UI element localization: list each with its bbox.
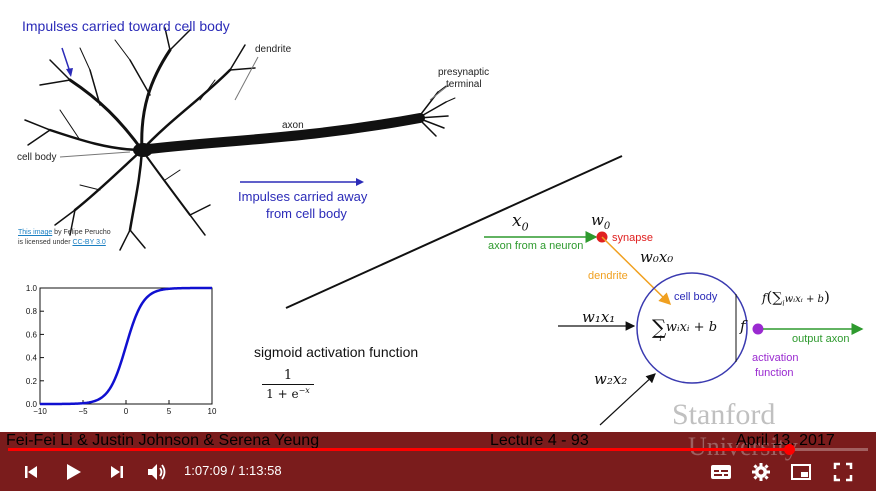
label-cell-body-model: cell body [674,291,718,303]
product-w0x0: w₀x₀ [640,248,674,266]
slide-footer [0,432,876,491]
skip-previous-icon [25,466,37,478]
label-presynaptic: presynaptic [438,67,490,78]
caption-away-1: Impulses carried away [238,189,368,204]
miniplayer-icon [791,464,811,480]
label-dendrite-model: dendrite [588,270,628,282]
diagonal-separator [285,155,623,309]
play-button[interactable] [60,459,86,485]
footer-lecture: Lecture 4 - 93 [490,432,589,449]
time-display: 1:07:09 / 1:13:58 [184,463,282,478]
y-tick-label: 0.0 [26,400,38,409]
activation-dot [752,323,764,335]
watermark-stanford: Stanford [672,398,776,431]
credit-license-text: is licensed under [18,239,73,246]
cell-body-circle [636,272,748,384]
miniplayer-button[interactable] [788,459,814,485]
skip-previous-button[interactable] [18,459,44,485]
y-tick-label: 0.6 [26,330,38,339]
sigmoid-denominator: 1 + e−x [262,384,314,401]
scrubber-handle[interactable] [783,444,795,455]
label-terminal: terminal [446,79,482,90]
label-activation: activation [752,352,799,364]
duration: 1:13:58 [238,463,282,478]
activation-f: f [740,317,746,335]
image-credit: This image by Felipe Perucho is licensed… [18,228,111,248]
slide: Impulses carried toward cell body dendri… [17,18,864,426]
label-output-axon: output axon [792,333,850,345]
x-tick-label: 10 [208,407,217,416]
caption-toward-cell-body: Impulses carried toward cell body [22,18,230,34]
y-tick-label: 0.4 [26,354,38,363]
neuron-illustration [24,27,456,251]
play-icon [67,464,81,480]
label-cell-body: cell body [17,152,57,163]
sigmoid-title: sigmoid activation function [254,344,419,360]
fullscreen-icon [833,462,853,482]
y-tick-label: 1.0 [26,284,38,293]
progress-fill [8,448,789,451]
label-function: function [755,367,794,379]
x-tick-label: 0 [124,407,129,416]
x-tick-label: −10 [33,407,47,416]
progress-bar[interactable] [8,444,868,455]
footer-date: April 13, 2017 [736,432,835,449]
label-axon-from-neuron: axon from a neuron [488,240,584,252]
caption-away-2: from cell body [266,206,347,221]
settings-button[interactable] [748,459,774,485]
input-w2x2: w₂x₂ [594,370,628,388]
sigmoid-curve [40,286,212,406]
label-synapse: synapse [612,232,653,244]
volume-icon [148,464,166,480]
captions-button[interactable] [708,459,734,485]
sigmoid-exponent: −x [298,386,310,395]
sum-expression: ∑iwᵢxᵢ + b [652,315,718,343]
weight-w0: w0 [591,211,611,232]
captions-icon [711,465,731,479]
label-dendrite: dendrite [255,44,292,55]
output-expression: f(∑iwᵢxᵢ + b) [762,288,830,308]
sigmoid-chart: −10 −5 0 5 10 0.0 0.2 0.4 0.6 0.8 1.0 [26,284,217,416]
input-w1x1: w₁x₁ [582,308,616,326]
x-tick-label: −5 [78,407,88,416]
credit-license-link[interactable]: CC-BY 3.0 [72,239,106,246]
fullscreen-button[interactable] [830,459,856,485]
credit-image-link[interactable]: This image [18,229,53,236]
skip-next-icon [111,466,123,478]
credit-author: by Felipe Perucho [52,229,111,236]
y-tick-label: 0.2 [26,377,38,386]
sigmoid-numerator: 1 [283,368,293,383]
sigmoid-formula: 1 1 + e−x [262,368,314,401]
label-axon: axon [282,120,304,131]
watermark-university: University [688,432,798,461]
volume-button[interactable] [144,459,170,485]
current-time: 1:07:09 [184,463,228,478]
x-tick-label: 5 [167,407,172,416]
footer-authors: Fei-Fei Li & Justin Johnson & Serena Yeu… [6,432,320,449]
gear-icon [752,463,770,481]
y-tick-label: 0.8 [26,307,38,316]
skip-next-button[interactable] [104,459,130,485]
neuron-model-diagram [484,231,864,426]
input-x0: x0 [512,211,529,234]
